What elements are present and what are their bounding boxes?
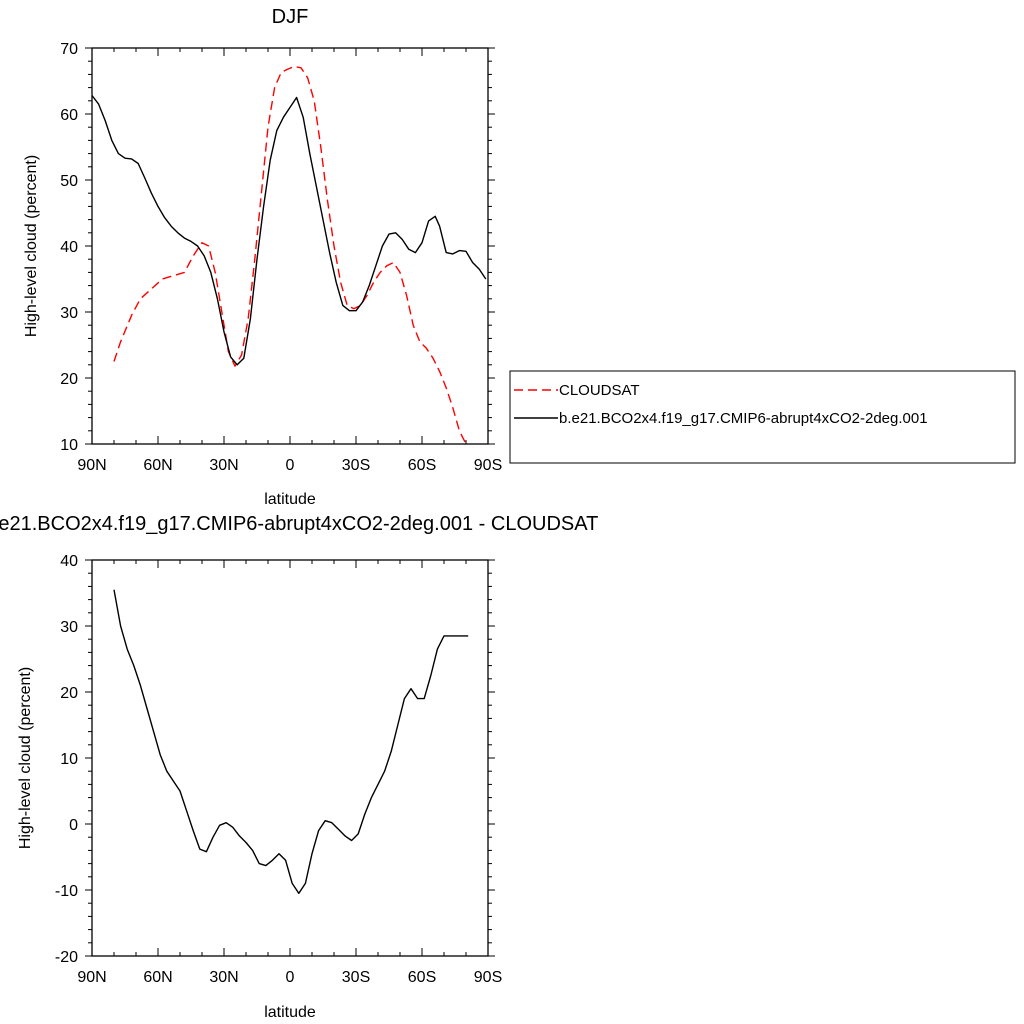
series-line-cloudsat: [113, 65, 467, 445]
panel-1-y-tick-labels: 10 20 30 40 50 60 70: [60, 41, 78, 454]
y-tick-label: 30: [60, 305, 78, 322]
legend-box: [509, 370, 1016, 464]
y-tick-label: 40: [60, 239, 78, 256]
panel-2-ticks: [85, 559, 495, 957]
panel-2-plot-frame: [91, 559, 489, 957]
y-tick-label: -20: [55, 949, 78, 966]
legend-cloudsat-label: CLOUDSAT: [559, 382, 640, 399]
x-tick-label: 30N: [209, 457, 238, 474]
difference-panel: b.e21.BCO2x4.f19_g17.CMIP6-abrupt4xCO2-2…: [0, 513, 598, 1021]
panel-2-y-axis-label: High-level cloud (percent): [17, 667, 34, 849]
x-tick-label: 60S: [408, 969, 436, 986]
panel-1-series: [91, 65, 487, 445]
djf-panel: DJF 90N 60N 30N 0 30S 60S 90S 10 20 30 40 50 60 70 l…: [23, 6, 502, 508]
x-tick-label: 0: [286, 457, 295, 474]
panel-1-x-tick-labels: 90N 60N 30N 0 30S 60S 90S: [77, 457, 502, 474]
y-tick-label: 40: [60, 553, 78, 570]
x-tick-label: 90S: [474, 457, 502, 474]
y-tick-label: 70: [60, 41, 78, 58]
panel-2-series: [113, 589, 469, 894]
y-tick-label: -10: [55, 883, 78, 900]
y-tick-label: 10: [60, 437, 78, 454]
panel-2-x-axis-label: latitude: [264, 1004, 316, 1021]
y-tick-label: 20: [60, 685, 78, 702]
x-tick-label: 30N: [209, 969, 238, 986]
x-tick-label: 30S: [342, 457, 370, 474]
x-tick-label: 90N: [77, 457, 106, 474]
y-tick-label: 50: [60, 173, 78, 190]
panel-2-title: b.e21.BCO2x4.f19_g17.CMIP6-abrupt4xCO2-2…: [0, 513, 598, 535]
panel-1-title: DJF: [272, 6, 309, 28]
x-tick-label: 60S: [408, 457, 436, 474]
y-tick-label: 20: [60, 371, 78, 388]
y-tick-label: 0: [69, 817, 78, 834]
x-tick-label: 90S: [474, 969, 502, 986]
series-line-difference: [113, 589, 469, 894]
panel-1-ticks: [85, 47, 495, 445]
y-tick-label: 30: [60, 619, 78, 636]
y-tick-label: 10: [60, 751, 78, 768]
legend: CLOUDSAT b.e21.BCO2x4.f19_g17.CMIP6-abru…: [509, 370, 1016, 464]
x-tick-label: 30S: [342, 969, 370, 986]
x-tick-label: 90N: [77, 969, 106, 986]
panel-1-x-axis-label: latitude: [264, 491, 316, 508]
panel-2-x-tick-labels: 90N 60N 30N 0 30S 60S 90S: [77, 969, 502, 986]
series-line-model: [91, 95, 487, 366]
legend-model-label: b.e21.BCO2x4.f19_g17.CMIP6-abrupt4xCO2-2…: [559, 410, 928, 427]
y-tick-label: 60: [60, 107, 78, 124]
panel-2-y-tick-labels: -20 -10 0 10 20 30 40: [55, 553, 78, 966]
x-tick-label: 60N: [143, 969, 172, 986]
x-tick-label: 60N: [143, 457, 172, 474]
panel-1-y-axis-label: High-level cloud (percent): [23, 155, 40, 337]
x-tick-label: 0: [286, 969, 295, 986]
